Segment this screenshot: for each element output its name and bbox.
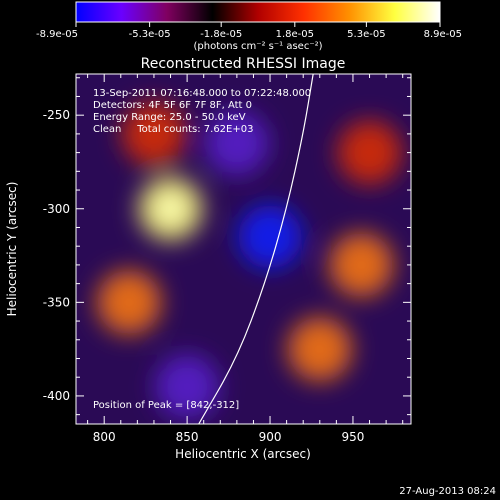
y-tick-label: -400 [43,389,70,403]
y-axis-ticks: -250 -300 -350 -400 [43,77,411,416]
colorbar-tick-label: -8.9e-05 [36,29,78,40]
time-range-annotation: 13-Sep-2011 07:16:48.000 to 07:22:48.000 [93,88,311,99]
y-tick-label: -300 [43,202,70,216]
y-tick-label: -250 [43,108,70,122]
colorbar-tick-label: 5.3e-05 [347,29,385,40]
emission-source-blob [337,120,402,185]
emission-source-blob [287,317,352,382]
x-tick-label: 850 [176,430,199,444]
colorbar-units-label: (photons cm⁻² s⁻¹ asec⁻²) [193,41,322,52]
colorbar-tick-label: -1.8e-05 [200,29,242,40]
emission-source-blob [329,232,394,297]
emission-source-blob [204,111,269,176]
x-axis-label: Heliocentric X (arcsec) [175,447,311,461]
footer-timestamp: 27-Aug-2013 08:24 [399,486,496,497]
x-tick-label: 950 [342,430,365,444]
y-axis-label: Heliocentric Y (arcsec) [5,182,19,317]
energy-range-annotation: Energy Range: 25.0 - 50.0 keV [93,112,246,123]
plot-area: 800 850 900 950 -250 -300 -350 -400 [43,73,412,444]
emission-source-blob [238,204,303,269]
emission-sources [97,101,402,419]
emission-source-blob [155,354,220,419]
plot-frame [75,73,412,425]
annotations: 13-Sep-2011 07:16:48.000 to 07:22:48.000… [93,88,311,411]
x-tick-label: 900 [259,430,282,444]
emission-source-blob [121,101,186,166]
peak-position-annotation: Position of Peak = [842,-312] [93,400,239,411]
detectors-annotation: Detectors: 4F 5F 6F 7F 8F, Att 0 [93,100,252,111]
colorbar-bar [75,1,441,23]
chart-title: Reconstructed RHESSI Image [141,56,346,72]
clean-counts-annotation: Clean Total counts: 7.62E+03 [93,124,253,135]
solar-limb-curve [198,74,314,424]
colorbar-ticks: -8.9e-05 -5.3e-05 -1.8e-05 1.8e-05 5.3e-05 8.… [36,22,462,40]
emission-source-blob [97,270,162,335]
colorbar-tick-label: 1.8e-05 [276,29,314,40]
x-tick-label: 800 [93,430,116,444]
colorbar-tick-label: -5.3e-05 [129,29,171,40]
y-tick-label: -350 [43,295,70,309]
emission-source-core [154,192,187,225]
x-axis-ticks: 800 850 900 950 [87,74,404,444]
colorbar: -8.9e-05 -5.3e-05 -1.8e-05 1.8e-05 5.3e-05 8.… [36,1,462,52]
colorbar-tick-label: 8.9e-05 [424,29,462,40]
